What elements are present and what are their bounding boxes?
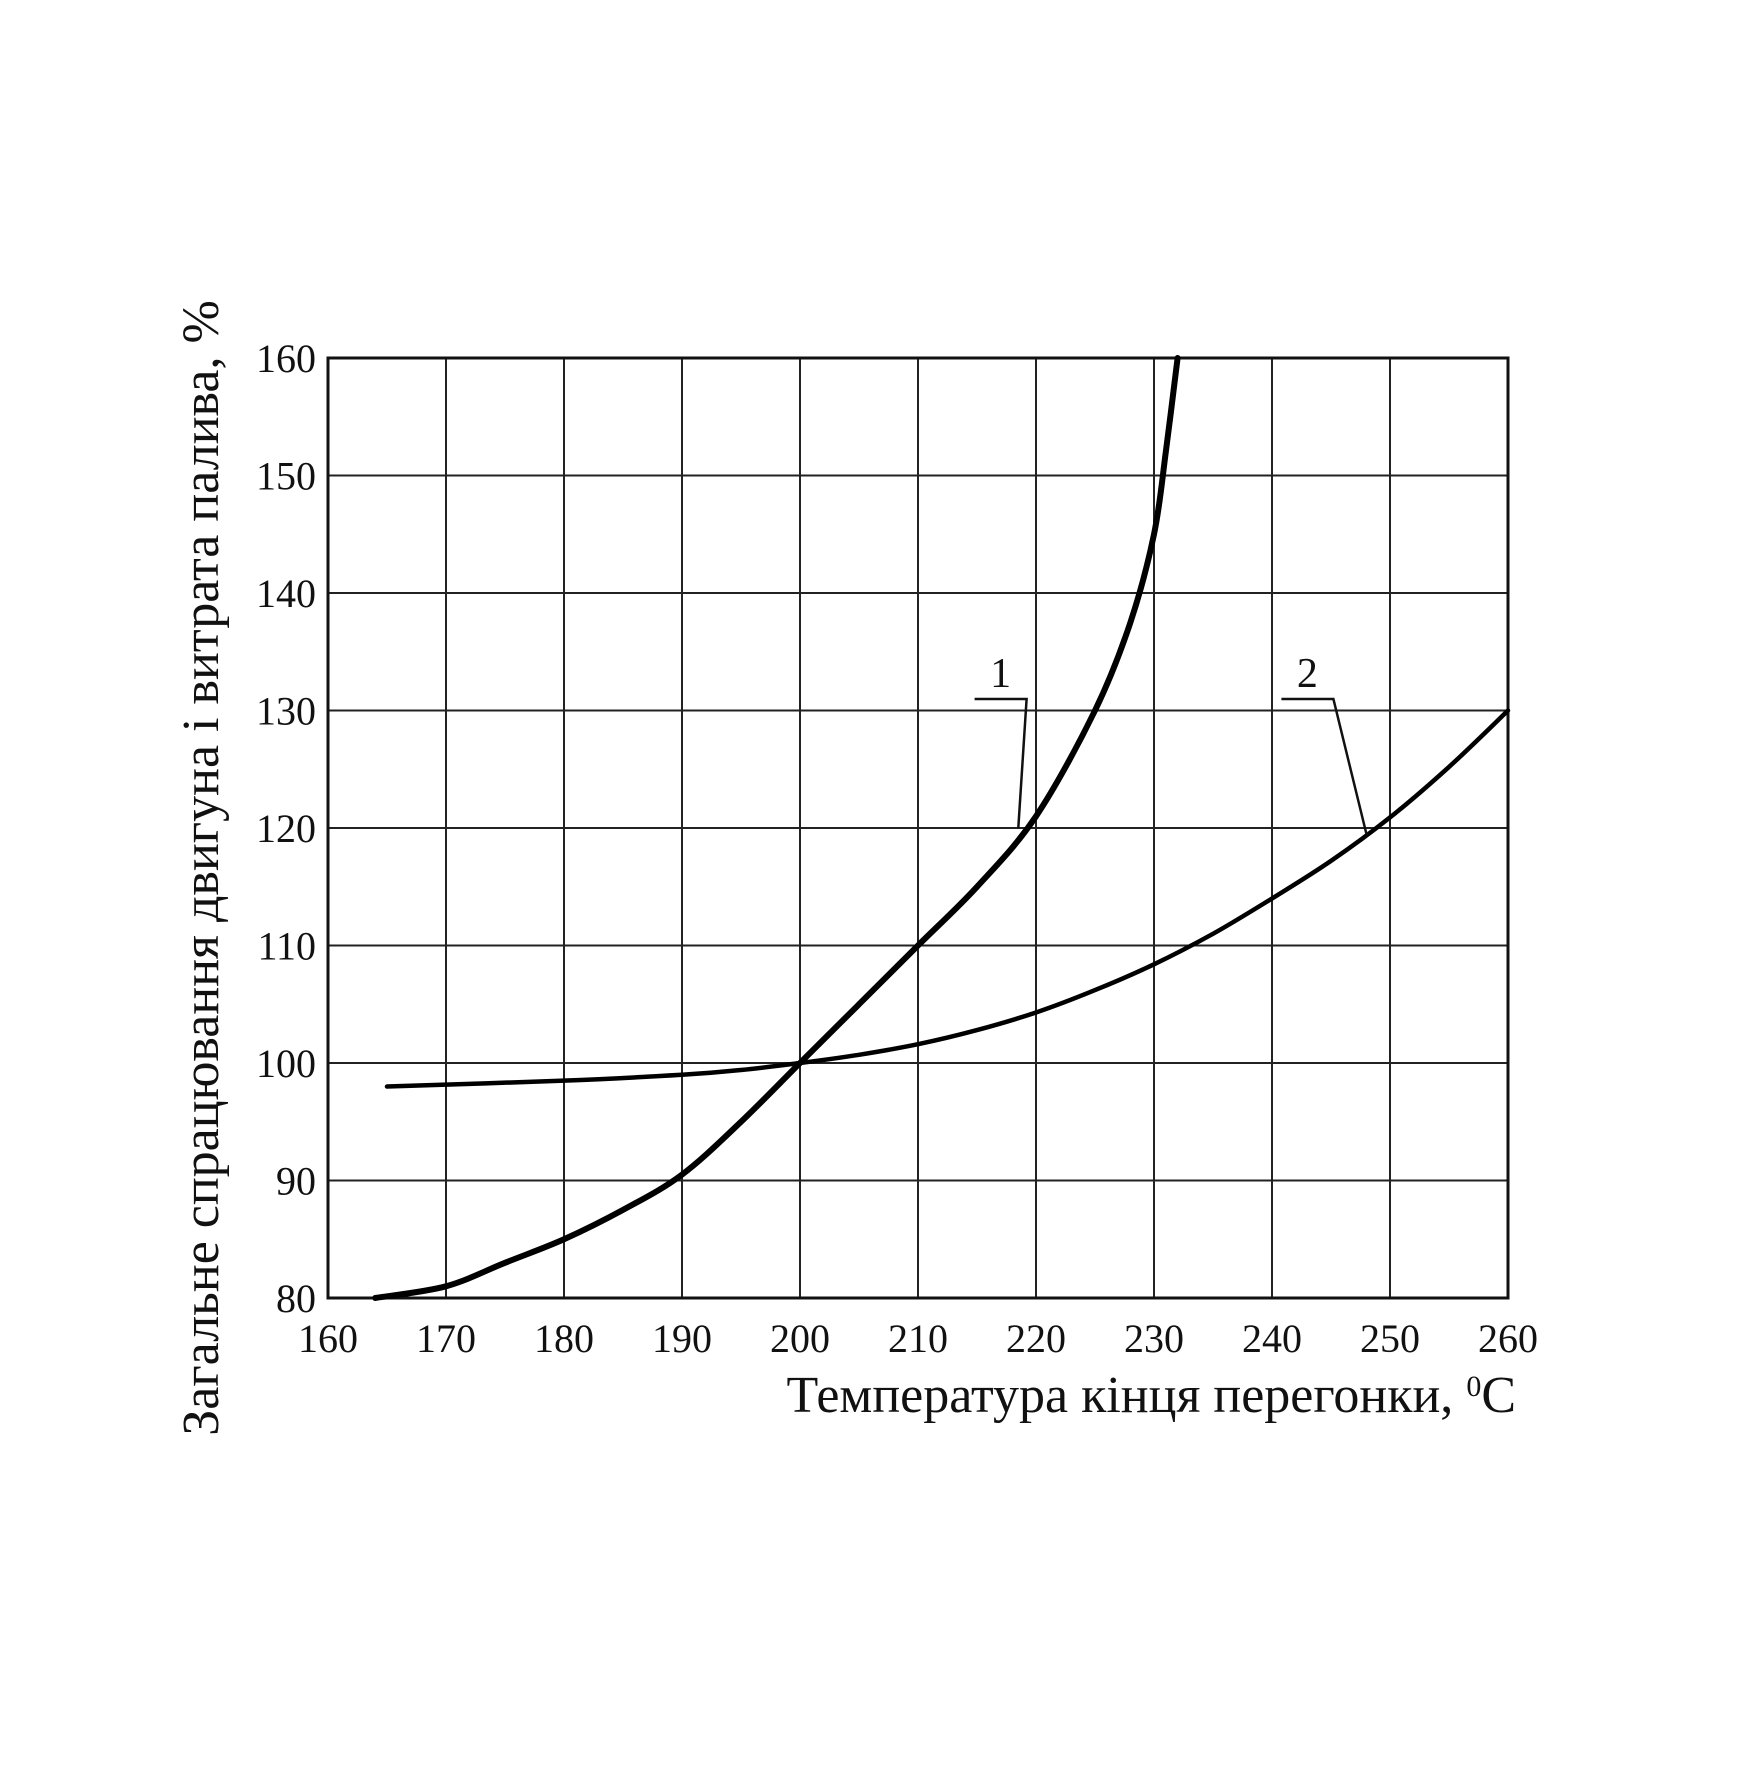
series-label-2: 2 xyxy=(1297,651,1318,697)
y-tick-label: 90 xyxy=(276,1159,316,1204)
x-axis-title-unit-sup: 0 xyxy=(1466,1370,1481,1403)
series-line-2 xyxy=(384,708,1511,1089)
x-tick-label: 230 xyxy=(1124,1316,1184,1361)
x-tick-label: 170 xyxy=(416,1316,476,1361)
y-axis-ticks: 80 90 100 110 120 130 140 150 160 xyxy=(256,336,316,1321)
y-tick-label: 110 xyxy=(257,924,316,969)
x-tick-label: 240 xyxy=(1242,1316,1302,1361)
y-tick-label: 100 xyxy=(256,1041,316,1086)
y-tick-label: 140 xyxy=(256,571,316,616)
x-tick-label: 250 xyxy=(1360,1316,1420,1361)
y-tick-label: 160 xyxy=(256,336,316,381)
y-tick-label: 80 xyxy=(276,1276,316,1321)
x-axis-title-unit: C xyxy=(1481,1367,1516,1424)
x-tick-label: 180 xyxy=(534,1316,594,1361)
series xyxy=(372,355,1511,1301)
x-tick-label: 210 xyxy=(888,1316,948,1361)
series-leader-1 xyxy=(974,697,1028,829)
x-tick-label: 190 xyxy=(652,1316,712,1361)
x-axis-ticks: 160 170 180 190 200 210 220 230 240 250 260 xyxy=(298,1316,1538,1361)
x-tick-label: 260 xyxy=(1478,1316,1538,1361)
x-tick-label: 220 xyxy=(1006,1316,1066,1361)
grid xyxy=(328,358,1508,1298)
x-axis-title-text: Температура кінця перегонки, xyxy=(787,1367,1467,1424)
x-tick-label: 200 xyxy=(770,1316,830,1361)
x-axis-title: Температура кінця перегонки, 0C xyxy=(787,1367,1516,1424)
y-tick-label: 130 xyxy=(256,689,316,734)
plot-frame xyxy=(326,356,1510,1300)
series-label-1: 1 xyxy=(990,651,1011,697)
series-leader-2 xyxy=(1281,697,1368,835)
series-line-1 xyxy=(372,355,1181,1301)
y-tick-label: 120 xyxy=(256,806,316,851)
x-tick-label: 160 xyxy=(298,1316,358,1361)
y-axis-title: Загальне спрацювання двигуна і витрата п… xyxy=(173,300,230,1436)
y-tick-label: 150 xyxy=(256,454,316,499)
